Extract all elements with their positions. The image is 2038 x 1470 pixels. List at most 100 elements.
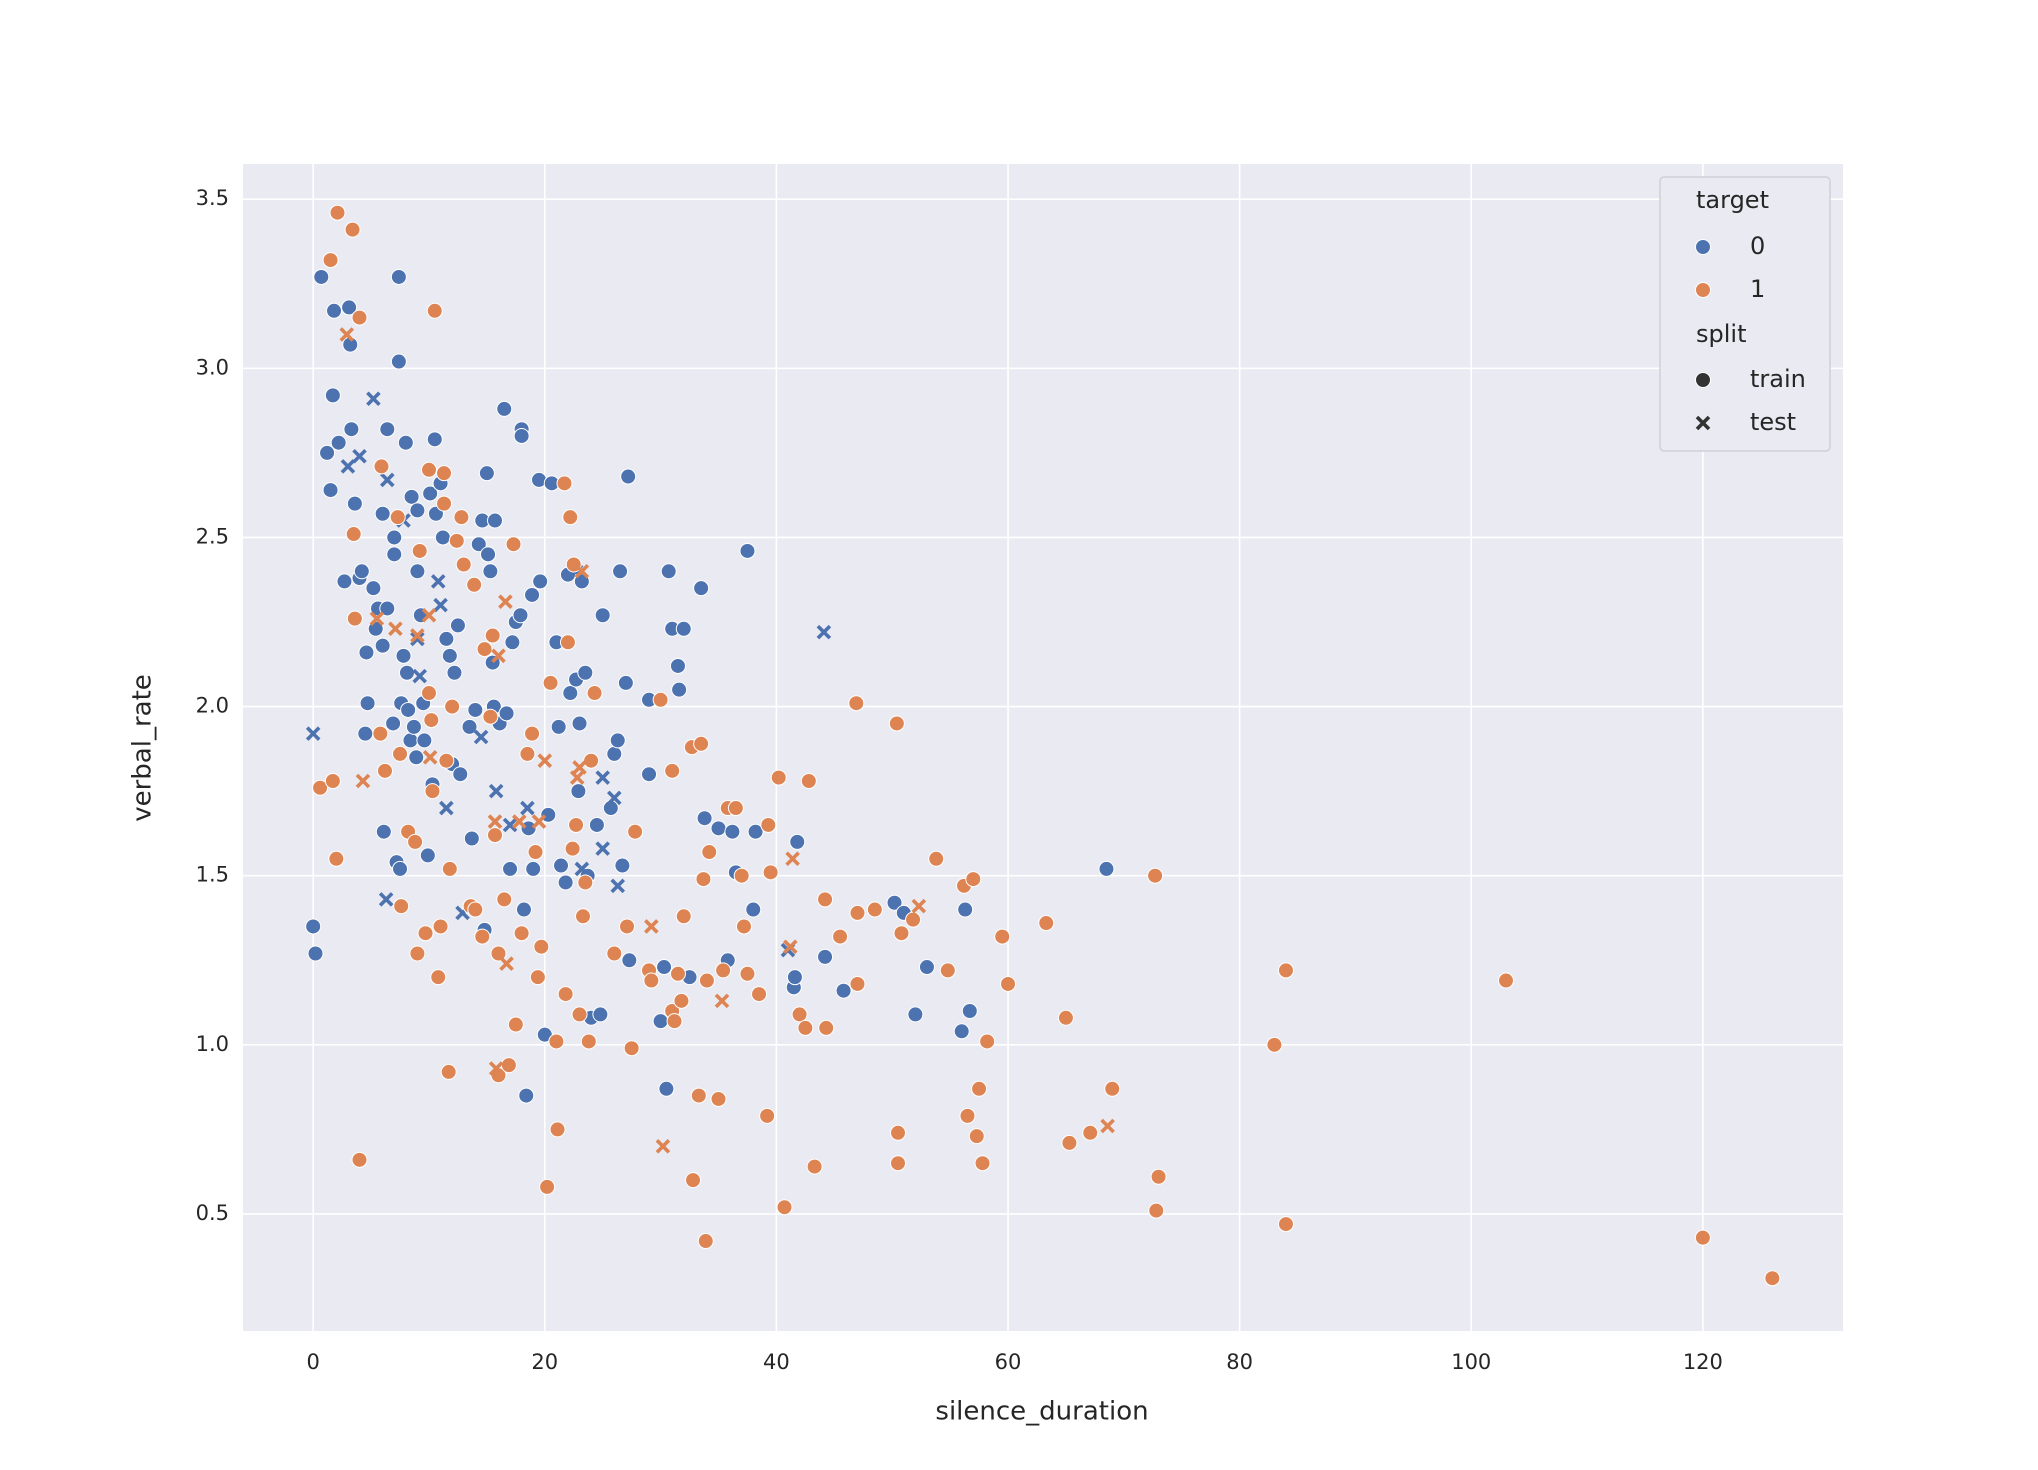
x-tick-label: 60 [995,1350,1022,1374]
point [502,817,518,833]
point [592,1006,609,1023]
point [353,563,370,580]
point [403,488,420,505]
point [422,750,438,765]
point [542,674,559,691]
point [328,850,345,867]
point [487,814,503,829]
point [735,918,752,935]
point [438,630,455,647]
point [423,712,440,729]
point [398,664,415,681]
point [890,1124,907,1141]
point [491,648,506,664]
point [340,459,356,474]
point [1277,962,1294,979]
point [359,695,376,712]
point [660,563,677,580]
point [816,624,832,640]
point [724,823,741,840]
point [496,400,513,417]
point [441,647,458,664]
point [685,1172,702,1189]
point [461,718,478,735]
point [533,938,550,955]
point [420,685,437,702]
point [392,745,409,762]
point [666,1013,683,1030]
point [416,732,433,749]
point [400,701,417,718]
point [482,563,499,580]
point [588,816,605,833]
point [849,975,866,992]
y-tick-label: 3.5 [196,186,229,210]
point [918,959,935,976]
point [434,529,451,546]
point [448,532,465,549]
point [644,919,659,934]
point [614,857,631,874]
point [557,874,574,891]
point [408,749,425,766]
point [421,607,437,623]
point [979,1033,996,1050]
point [305,918,322,935]
y-tick-label: 1.0 [196,1032,229,1056]
point [609,732,626,749]
point [762,864,779,881]
point [652,1013,669,1030]
point [953,1023,970,1040]
point [305,726,321,741]
point [412,668,427,684]
point [467,701,484,718]
point [515,901,532,918]
point [571,1006,588,1023]
point [888,715,905,732]
point [504,634,521,651]
point [336,573,353,590]
point [379,600,396,617]
point [486,512,503,529]
legend-title: target [1696,186,1769,214]
point [710,820,727,837]
point [1061,1134,1078,1151]
point [571,715,588,732]
point [307,945,324,962]
point [1694,1229,1711,1246]
point [386,529,403,546]
point [438,752,455,769]
point [484,627,501,644]
point [339,327,355,342]
point [357,725,374,742]
point [380,472,395,488]
point [675,620,692,637]
point [499,956,514,971]
point [344,221,361,238]
point [994,928,1011,945]
point [488,783,504,799]
point [519,745,536,762]
y-tick-label: 1.5 [196,863,229,887]
point [619,918,636,935]
point [322,252,339,269]
point [374,505,391,522]
legend-label: test [1750,408,1796,436]
y-axis-label: verbal_rate [128,674,158,822]
point [574,563,590,579]
point [466,576,483,593]
point [441,860,458,877]
point [520,800,535,816]
point [440,1063,457,1080]
point [424,783,441,800]
point [739,965,756,982]
point [420,461,437,478]
x-tick-label: 20 [531,1350,558,1374]
point [751,986,768,1003]
point [512,607,529,624]
point [512,814,527,829]
point [1082,1124,1099,1141]
point [959,1107,976,1124]
point [1000,975,1017,992]
point [507,1016,524,1033]
